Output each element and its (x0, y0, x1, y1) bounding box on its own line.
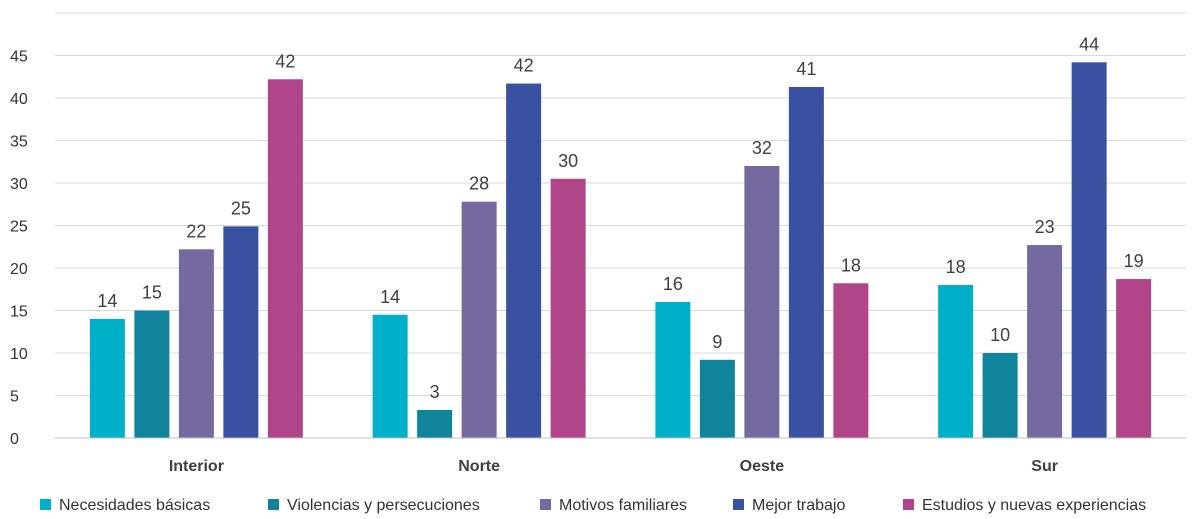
bar-norte-5 (550, 178, 586, 438)
bar-interior-2 (134, 310, 170, 438)
legend-swatch (733, 499, 744, 510)
bar-oeste-2 (699, 359, 735, 438)
bar-sur-3 (1027, 245, 1063, 438)
bar-sur-4 (1071, 62, 1107, 439)
bar-norte-1 (372, 314, 408, 438)
legend-swatch (903, 499, 914, 510)
y-tick-label: 25 (10, 219, 28, 236)
bar-oeste-3 (744, 166, 780, 438)
bar-norte-4 (506, 83, 542, 439)
legend: Necesidades básicas Violencias y persecuc… (40, 497, 1146, 514)
legend-item: Motivos familiares (540, 497, 687, 514)
legend-swatch (268, 499, 279, 510)
data-label: 9 (712, 332, 722, 352)
data-label: 28 (469, 174, 489, 194)
x-tick-label: Interior (169, 458, 224, 475)
y-tick-label: 45 (10, 49, 28, 66)
legend-item: Mejor trabajo (733, 497, 845, 514)
y-tick-label: 30 (10, 176, 28, 193)
data-label: 42 (514, 56, 534, 76)
data-label: 18 (841, 255, 861, 275)
legend-item: Violencias y persecuciones (268, 497, 480, 514)
legend-item: Estudios y nuevas experiencias (903, 497, 1146, 514)
bar-oeste-4 (788, 86, 824, 438)
data-label: 18 (946, 257, 966, 277)
bar-norte-3 (461, 201, 497, 438)
y-tick-label: 40 (10, 91, 28, 108)
legend-label: Mejor trabajo (752, 497, 845, 514)
data-label: 3 (430, 382, 440, 402)
y-tick-label: 15 (10, 304, 28, 321)
legend-item: Necesidades básicas (40, 497, 210, 514)
y-tick-label: 5 (10, 389, 19, 406)
y-tick-label: 10 (10, 346, 28, 363)
data-label: 30 (558, 151, 578, 171)
legend-label: Estudios y nuevas experiencias (922, 497, 1146, 514)
legend-label: Motivos familiares (559, 497, 687, 514)
legend-label: Violencias y persecuciones (287, 497, 480, 514)
data-label: 10 (990, 325, 1010, 345)
bar-interior-3 (178, 249, 214, 438)
data-label: 19 (1124, 251, 1144, 271)
x-axis: Interior Norte Oeste Sur (55, 437, 1186, 475)
bar-norte-2 (417, 409, 453, 438)
x-tick-label: Oeste (740, 458, 785, 475)
data-label: 16 (663, 274, 683, 294)
data-label: 42 (275, 51, 295, 71)
data-label: 32 (752, 138, 772, 158)
data-label: 15 (142, 283, 162, 303)
y-tick-label: 0 (10, 431, 19, 448)
data-label: 41 (796, 59, 816, 79)
legend-swatch (40, 499, 51, 510)
y-axis: 0 5 10 15 20 25 30 35 40 45 (10, 49, 28, 449)
bar-interior-5 (267, 79, 303, 439)
bar-sur-1 (938, 285, 974, 438)
bar-interior-4 (223, 226, 259, 438)
bar-interior-1 (89, 319, 125, 438)
bar-sur-2 (982, 353, 1018, 438)
y-tick-label: 20 (10, 261, 28, 278)
data-label: 14 (97, 291, 117, 311)
y-tick-label: 35 (10, 134, 28, 151)
legend-label: Necesidades básicas (59, 497, 210, 514)
data-label: 23 (1035, 217, 1055, 237)
data-label: 25 (231, 198, 251, 218)
legend-swatch (540, 499, 551, 510)
data-label: 44 (1079, 34, 1099, 54)
data-label: 14 (380, 287, 400, 307)
bars (89, 62, 1152, 439)
x-tick-label: Sur (1031, 458, 1058, 475)
x-tick-label: Norte (458, 458, 500, 475)
bar-oeste-1 (655, 302, 691, 438)
bar-sur-5 (1116, 279, 1152, 438)
data-label: 22 (186, 221, 206, 241)
data-labels: 14 15 22 25 42 14 3 28 42 30 16 9 32 41 18 18 10 23 44 19 (97, 34, 1143, 402)
bar-oeste-5 (833, 283, 869, 438)
